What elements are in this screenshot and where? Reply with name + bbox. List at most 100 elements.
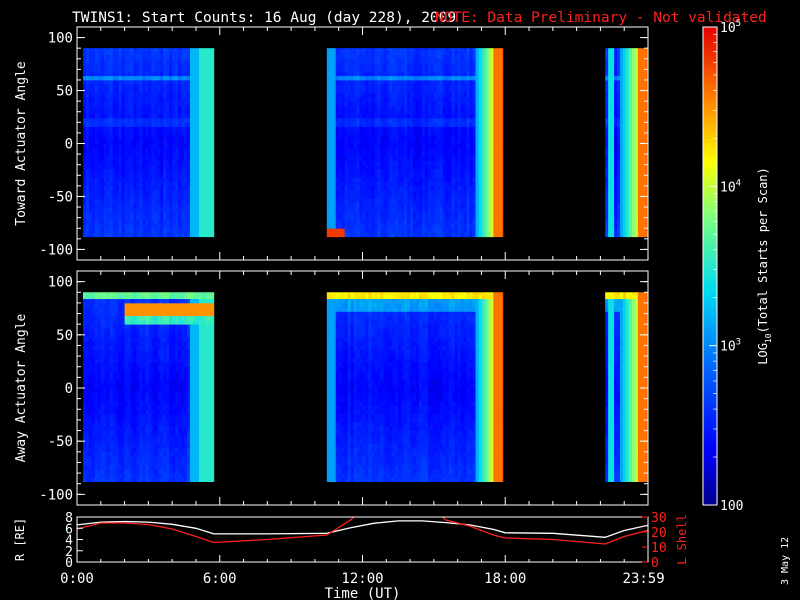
heatmap-cell bbox=[115, 156, 120, 161]
heatmap-cell bbox=[341, 101, 346, 106]
heatmap-cell bbox=[350, 215, 354, 221]
heatmap-cell bbox=[332, 122, 337, 127]
heatmap-cell bbox=[210, 79, 215, 85]
heatmap-cell bbox=[88, 151, 93, 157]
heatmap-cell bbox=[133, 109, 137, 115]
heatmap-cell bbox=[118, 71, 123, 77]
heatmap-cell bbox=[178, 215, 182, 221]
heatmap-cell bbox=[175, 147, 179, 153]
heatmap-cell bbox=[427, 96, 432, 102]
heatmap-cell bbox=[362, 215, 366, 221]
heatmap-cell bbox=[106, 71, 111, 77]
heatmap-cell bbox=[365, 54, 369, 60]
heatmap-cell bbox=[121, 156, 125, 161]
heatmap-cell bbox=[100, 118, 105, 123]
heatmap-cell bbox=[115, 232, 120, 238]
heatmap-cell bbox=[466, 58, 470, 64]
heatmap-cell bbox=[124, 156, 128, 161]
heatmap-cell bbox=[463, 84, 467, 89]
heatmap-cell bbox=[445, 147, 450, 153]
heatmap-cell bbox=[192, 181, 197, 187]
heatmap-cell bbox=[359, 177, 363, 183]
heatmap-cell bbox=[448, 88, 453, 94]
heatmap-cell bbox=[136, 207, 140, 212]
heatmap-cell bbox=[341, 63, 346, 68]
heatmap-cell bbox=[100, 211, 105, 216]
heatmap-cell bbox=[124, 223, 128, 229]
heatmap-cell bbox=[608, 48, 612, 51]
heatmap-cell bbox=[457, 135, 462, 140]
heatmap-cell bbox=[611, 168, 615, 174]
heatmap-cell bbox=[127, 139, 131, 144]
heatmap-cell bbox=[121, 147, 125, 153]
heatmap-cell bbox=[91, 54, 96, 60]
heatmap-cell bbox=[329, 135, 334, 140]
heatmap-cell bbox=[106, 88, 111, 94]
heatmap-cell bbox=[466, 164, 470, 170]
heatmap-cell bbox=[344, 181, 349, 187]
heatmap-cell bbox=[362, 147, 366, 153]
heatmap-cell bbox=[416, 96, 420, 102]
heatmap-cell bbox=[614, 198, 618, 204]
heatmap-cell bbox=[439, 198, 444, 204]
heatmap-cell bbox=[175, 173, 179, 178]
heatmap-cell bbox=[611, 207, 615, 212]
heatmap-cell bbox=[178, 147, 182, 153]
heatmap-cell bbox=[499, 71, 503, 77]
heatmap-cell bbox=[374, 228, 378, 233]
heatmap-cell bbox=[338, 79, 343, 85]
heatmap-cell bbox=[383, 67, 387, 72]
heatmap-cell bbox=[142, 109, 146, 115]
heatmap-cell bbox=[335, 118, 340, 123]
heatmap-cell bbox=[424, 185, 429, 191]
heatmap-cell bbox=[611, 118, 615, 123]
heatmap-cell bbox=[493, 118, 497, 123]
heatmap-cell bbox=[401, 67, 405, 72]
heatmap-cell bbox=[148, 198, 152, 204]
heatmap-cell bbox=[136, 105, 140, 111]
heatmap-cell bbox=[133, 126, 137, 132]
heatmap-cell bbox=[605, 173, 609, 178]
heatmap-cell bbox=[127, 88, 131, 94]
heatmap-cell bbox=[160, 54, 164, 60]
heatmap-cell bbox=[356, 113, 360, 119]
heatmap-cell bbox=[380, 211, 384, 216]
heatmap-cell bbox=[115, 58, 120, 64]
heatmap-cell bbox=[421, 118, 426, 123]
heatmap-cell bbox=[427, 173, 432, 178]
heatmap-cell bbox=[380, 126, 384, 132]
heatmap-cell bbox=[118, 177, 123, 183]
heatmap-cell bbox=[368, 198, 372, 204]
heatmap-cell bbox=[478, 215, 482, 221]
heatmap-cell bbox=[502, 139, 504, 144]
heatmap-cell bbox=[611, 160, 615, 166]
heatmap-cell bbox=[451, 109, 456, 115]
heatmap-cell bbox=[151, 181, 155, 187]
heatmap-cell bbox=[91, 223, 96, 229]
heatmap-cell bbox=[85, 58, 90, 64]
heatmap-cell bbox=[127, 215, 131, 221]
heatmap-cell bbox=[617, 173, 621, 178]
heatmap-cell bbox=[97, 113, 102, 119]
heatmap-cell bbox=[160, 79, 164, 85]
heatmap-cell bbox=[112, 48, 117, 51]
heatmap-cell bbox=[439, 135, 444, 140]
heatmap-cell bbox=[169, 139, 173, 144]
heatmap-cell bbox=[195, 202, 200, 208]
heatmap-cell bbox=[163, 63, 167, 68]
heatmap-cell bbox=[169, 130, 173, 136]
heatmap-cell bbox=[614, 88, 618, 94]
heatmap-cell bbox=[457, 130, 462, 136]
heatmap-cell bbox=[404, 96, 408, 102]
heatmap-cell bbox=[344, 105, 349, 111]
heatmap-cell bbox=[472, 58, 476, 64]
heatmap-cell bbox=[118, 160, 123, 166]
heatmap-cell bbox=[362, 88, 366, 94]
heatmap-cell bbox=[377, 54, 381, 60]
heatmap-cell bbox=[490, 135, 494, 140]
heatmap-cell bbox=[160, 92, 164, 98]
heatmap-cell bbox=[172, 219, 176, 225]
heatmap-cell bbox=[436, 130, 441, 136]
heatmap-cell bbox=[407, 219, 411, 225]
heatmap-cell bbox=[499, 194, 503, 199]
